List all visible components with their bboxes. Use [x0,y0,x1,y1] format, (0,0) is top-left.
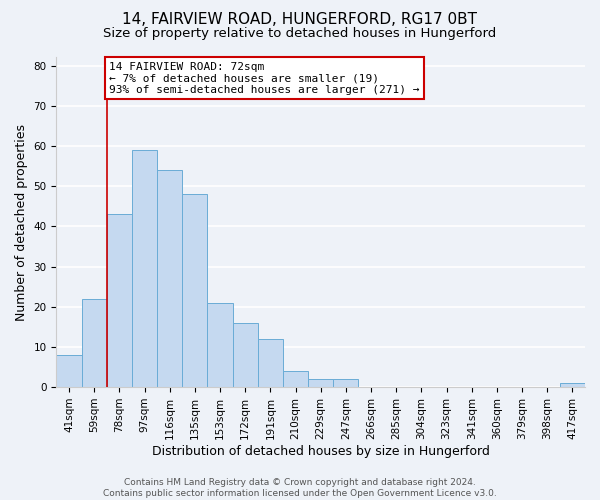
Bar [182,194,208,387]
Bar [283,371,308,387]
X-axis label: Distribution of detached houses by size in Hungerford: Distribution of detached houses by size … [152,444,490,458]
Bar [82,298,107,387]
Bar [157,170,182,387]
Text: Contains HM Land Registry data © Crown copyright and database right 2024.
Contai: Contains HM Land Registry data © Crown c… [103,478,497,498]
Bar [560,383,585,387]
Bar [107,214,132,387]
Text: 14 FAIRVIEW ROAD: 72sqm
← 7% of detached houses are smaller (19)
93% of semi-det: 14 FAIRVIEW ROAD: 72sqm ← 7% of detached… [109,62,420,94]
Bar [308,379,333,387]
Bar [333,379,358,387]
Bar [208,302,233,387]
Bar [56,355,82,387]
Y-axis label: Number of detached properties: Number of detached properties [15,124,28,321]
Bar [258,339,283,387]
Text: Size of property relative to detached houses in Hungerford: Size of property relative to detached ho… [103,28,497,40]
Bar [233,323,258,387]
Bar [132,150,157,387]
Text: 14, FAIRVIEW ROAD, HUNGERFORD, RG17 0BT: 14, FAIRVIEW ROAD, HUNGERFORD, RG17 0BT [122,12,478,28]
